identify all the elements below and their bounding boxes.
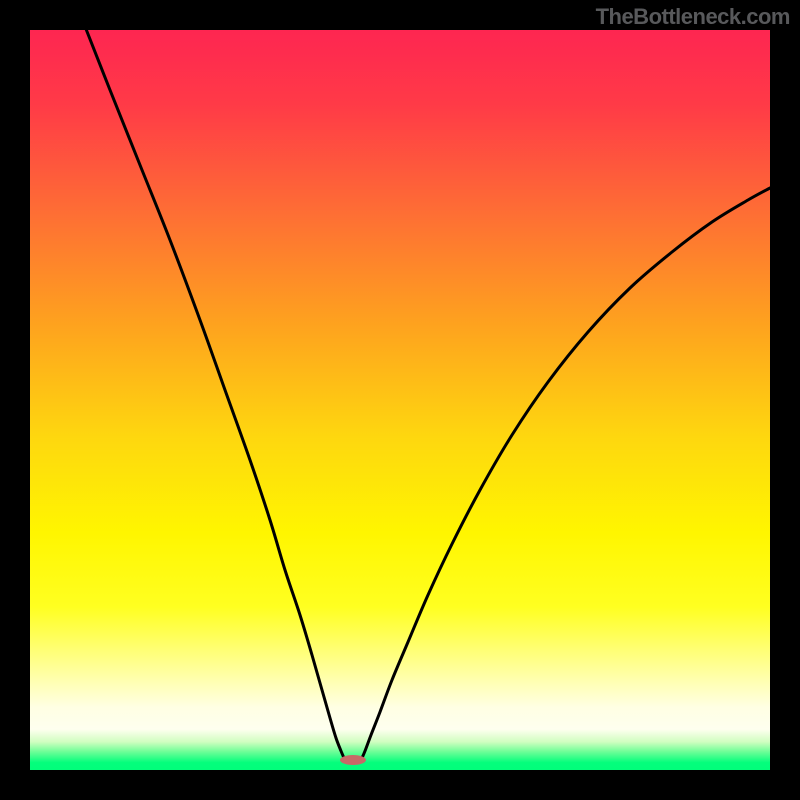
watermark-text: TheBottleneck.com [596,4,790,30]
bottleneck-chart: TheBottleneck.com [0,0,800,800]
chart-svg [0,0,800,800]
minimum-marker [340,755,366,765]
